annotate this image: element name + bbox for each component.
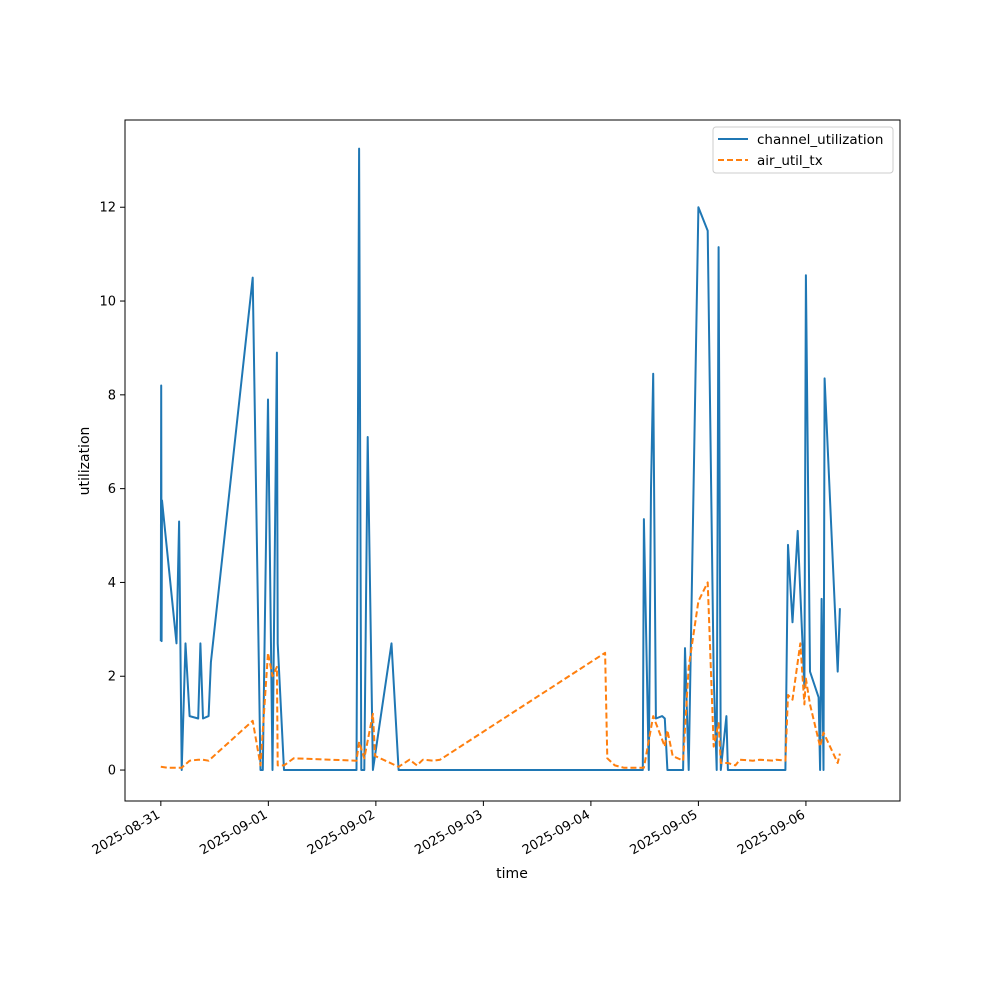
legend-box bbox=[712, 126, 894, 174]
x-tick-label: 2025-09-02 bbox=[305, 807, 378, 858]
x-tick-label: 2025-09-04 bbox=[520, 807, 593, 858]
series-layer bbox=[159, 147, 841, 771]
axes-layer bbox=[124, 119, 901, 802]
x-tick-label: 2025-09-01 bbox=[197, 807, 270, 858]
y-tick-label: 8 bbox=[108, 388, 116, 403]
y-tick-label: 0 bbox=[108, 764, 116, 779]
x-axis-ticks: 2025-08-31 2025-09-01 2025-09-02 2025-09-03… bbox=[90, 801, 808, 858]
legend-label-air-util-tx: air_util_tx bbox=[757, 153, 823, 169]
legend-label-channel-utilization: channel_utilization bbox=[757, 132, 884, 148]
y-tick-label: 10 bbox=[99, 295, 116, 310]
y-tick-label: 2 bbox=[108, 670, 116, 685]
x-tick-label: 2025-08-31 bbox=[90, 807, 163, 858]
y-axis-label: utilization bbox=[77, 427, 93, 496]
x-axis-label: time bbox=[496, 866, 528, 882]
y-tick-label: 6 bbox=[108, 482, 116, 497]
x-tick-label: 2025-09-05 bbox=[627, 807, 700, 858]
y-tick-label: 12 bbox=[99, 201, 116, 216]
x-tick-label: 2025-09-06 bbox=[735, 807, 808, 858]
series-line-channel-utilization bbox=[159, 147, 841, 771]
legend: channel_utilization air_util_tx bbox=[712, 126, 894, 174]
x-tick-label: 2025-09-03 bbox=[412, 807, 485, 858]
series-line-air-util-tx bbox=[160, 581, 841, 769]
plot-area bbox=[125, 120, 900, 801]
y-tick-label: 4 bbox=[108, 576, 116, 591]
y-axis-ticks: 0 2 4 6 8 10 12 bbox=[99, 201, 125, 779]
plot-frame bbox=[124, 119, 901, 802]
